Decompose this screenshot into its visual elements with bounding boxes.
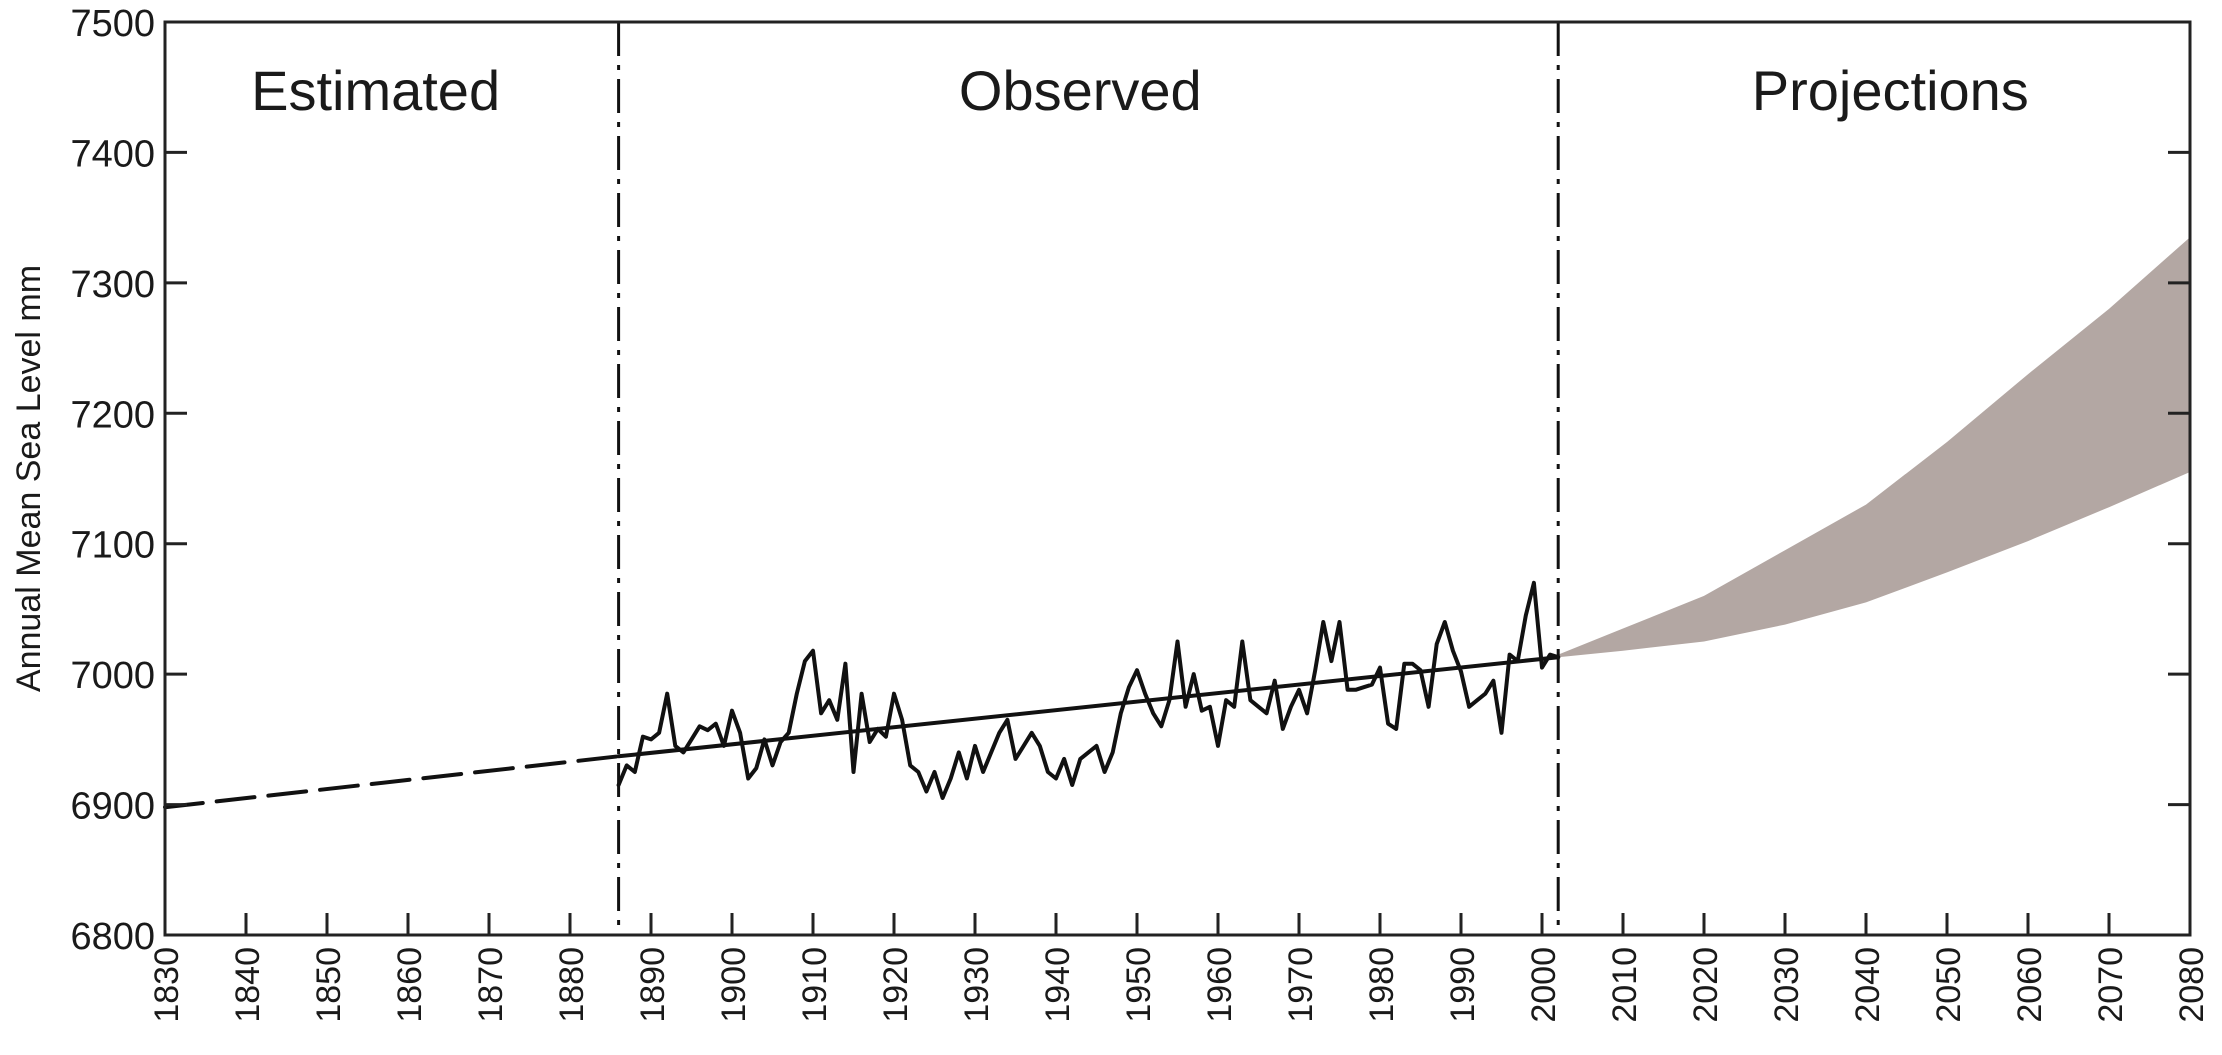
x-tick-label: 1910 [796, 947, 834, 1023]
y-tick-label: 7000 [70, 655, 155, 697]
period-labels: Estimated Observed Projections [251, 59, 2029, 122]
period-label-estimated: Estimated [251, 59, 500, 122]
x-tick-label: 1850 [310, 947, 348, 1023]
observed-trend-line [616, 655, 1561, 759]
y-tick-label: 7400 [70, 133, 155, 175]
projection-band-layer [1558, 237, 2190, 658]
x-tick-label: 1940 [1039, 947, 1077, 1023]
x-tick-label: 1890 [634, 947, 672, 1023]
y-tick-label: 7300 [70, 264, 155, 306]
y-tick-label: 6900 [70, 786, 155, 828]
x-tick-label: 1980 [1363, 947, 1401, 1023]
x-tick-label: 2010 [1606, 947, 1644, 1023]
x-tick-label: 1830 [148, 947, 186, 1023]
x-tick-label: 2050 [1930, 947, 1968, 1023]
x-tick-label: 1840 [229, 947, 267, 1023]
x-tick-label: 1990 [1444, 947, 1482, 1023]
x-tick-label: 2060 [2011, 947, 2049, 1023]
x-tick-label: 1930 [958, 947, 996, 1023]
x-tick-label: 1960 [1201, 947, 1239, 1023]
series-layer [163, 580, 1561, 810]
observed-annual-series [616, 580, 1561, 800]
x-tick-label: 1870 [472, 947, 510, 1023]
x-tick-label: 1860 [391, 947, 429, 1023]
period-dividers [617, 22, 1560, 935]
x-tick-label: 2070 [2092, 947, 2130, 1023]
y-tick-label: 7500 [70, 3, 155, 45]
period-label-observed: Observed [959, 59, 1202, 122]
x-tick-label: 1950 [1120, 947, 1158, 1023]
plot-frame [163, 20, 2192, 937]
x-tick-label: 2030 [1768, 947, 1806, 1023]
x-tick-label: 2080 [2173, 947, 2211, 1023]
y-axis-title: Annual Mean Sea Level mm [10, 265, 48, 692]
y-tick-label: 7100 [70, 525, 155, 567]
projection-band [1558, 237, 2190, 658]
plot-border [163, 20, 2192, 937]
x-tick-label: 2020 [1687, 947, 1725, 1023]
y-tick-label: 7200 [70, 394, 155, 436]
estimated-trend-line [163, 754, 621, 810]
x-tick-label: 1970 [1282, 947, 1320, 1023]
axis-ticks: 6800 6900 7000 7100 7200 7300 7400 7500 1830 1840… [70, 3, 2211, 1023]
period-label-projections: Projections [1752, 59, 2029, 122]
x-tick-label: 2000 [1525, 947, 1563, 1023]
x-tick-label: 1900 [715, 947, 753, 1023]
x-tick-label: 1880 [553, 947, 591, 1023]
y-tick-label: 6800 [70, 916, 155, 958]
x-tick-label: 1920 [877, 947, 915, 1023]
x-tick-label: 2040 [1849, 947, 1887, 1023]
